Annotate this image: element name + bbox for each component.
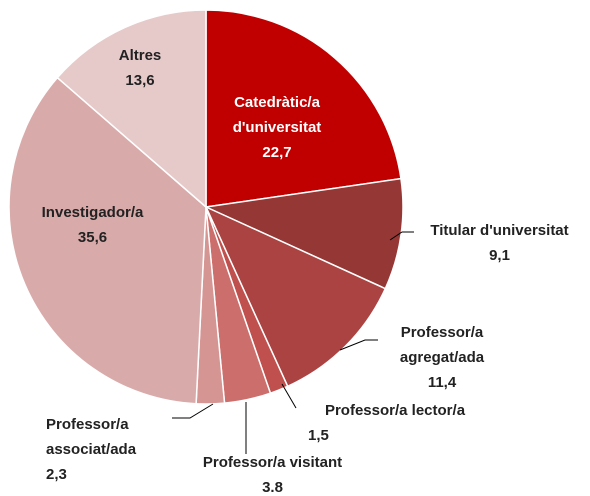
pie-slice: [56, 9, 207, 209]
category-label: Titular d'universitat: [430, 222, 569, 239]
pie-slice: [204, 205, 387, 388]
pie-slice: [8, 76, 207, 405]
value-label: 3.8: [262, 479, 283, 496]
value-label: 11,4: [427, 374, 457, 391]
category-label: Professor/a agregat/ada: [399, 324, 485, 366]
leader-line: [339, 339, 378, 351]
value-label: 13,6: [125, 72, 155, 89]
slice-label: Professor/a visitant 3.8: [180, 450, 365, 496]
category-label: Professor/a lector/a: [324, 402, 466, 419]
slice-label: Altres 13,6: [90, 43, 190, 93]
leader-line: [389, 231, 414, 241]
value-label: 35,6: [77, 229, 108, 246]
slice-label: Titular d'universitat 9,1: [412, 218, 587, 268]
value-label: 1,5: [308, 427, 329, 444]
pie-slice: [203, 177, 404, 290]
leader-line: [281, 383, 297, 409]
slice-label: Professor/a lector/a 1,5: [300, 398, 490, 448]
value-label: 22,7: [262, 144, 292, 161]
value-label: 9,1: [489, 247, 510, 264]
slice-label: Catedràtic/a d'universitat 22,7: [212, 90, 342, 165]
category-label: Professor/a visitant: [202, 454, 343, 471]
value-label: 2,3: [46, 466, 67, 483]
category-label: Altres: [118, 47, 162, 64]
slice-label: Professor/a associat/ada 2,3: [46, 412, 166, 487]
category-label: Professor/a associat/ada: [46, 416, 137, 458]
pie-slice: [205, 9, 402, 208]
slice-label: Investigador/a 35,6: [10, 200, 175, 250]
category-label: Catedràtic/a d'universitat: [232, 94, 322, 136]
leader-line: [172, 403, 214, 419]
category-label: Investigador/a: [41, 204, 144, 221]
slice-label: Professor/a agregat/ada 11,4: [372, 320, 512, 395]
